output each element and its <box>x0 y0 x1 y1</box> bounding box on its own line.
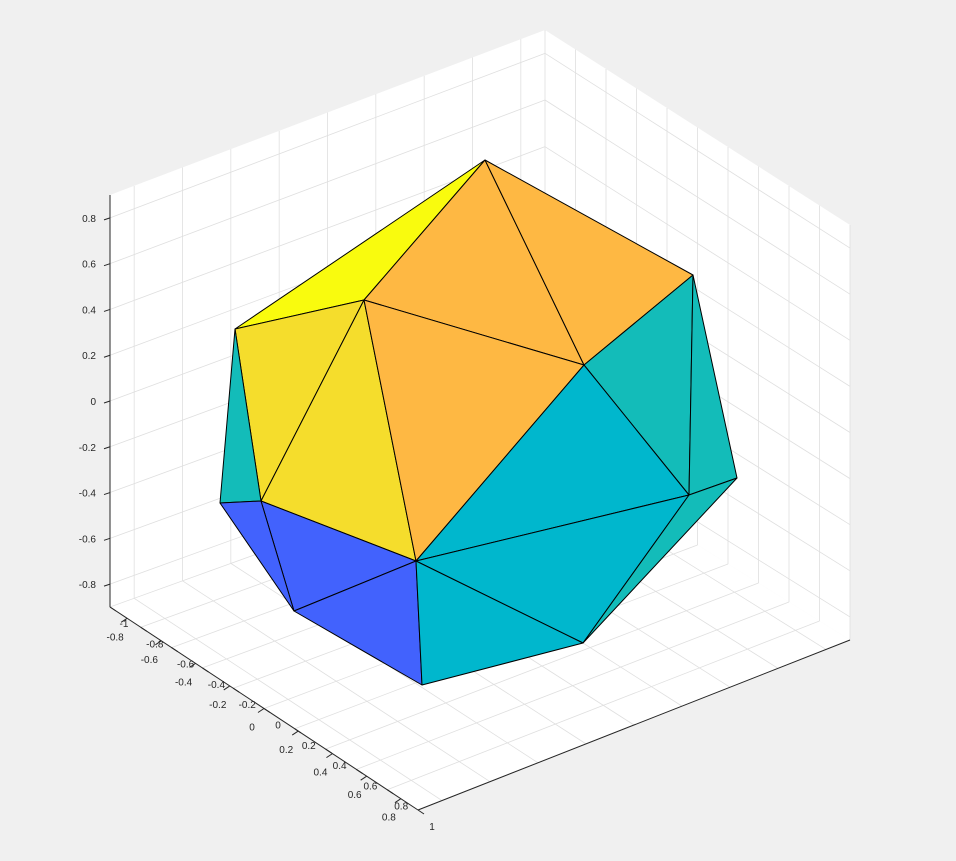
tick-mark-y <box>360 775 367 781</box>
tick-label-z: -0.2 <box>79 443 97 454</box>
tick-mark-z <box>103 583 111 587</box>
tick-mark-y <box>155 640 162 646</box>
icosahedron-surface[interactable] <box>219 159 738 686</box>
tick-label-x: 0.8 <box>394 802 408 813</box>
tick-mark-z <box>103 492 111 496</box>
tick-mark-y <box>291 730 299 736</box>
grid-line-z-right <box>544 99 851 295</box>
tick-label-y: 0.4 <box>313 768 327 779</box>
tick-label-y: -0.4 <box>175 677 193 688</box>
tick-label-x: 0.4 <box>333 761 347 772</box>
grid-line-z-right <box>544 146 851 341</box>
tick-mark-z <box>103 354 111 358</box>
tick-label-x: 0.6 <box>363 781 377 792</box>
surface-face-teal[interactable] <box>582 477 738 644</box>
tick-mark-y <box>257 708 265 713</box>
surface-face-cyan[interactable] <box>415 560 584 686</box>
x-axis-line <box>417 639 851 811</box>
tick-label-x: 0 <box>275 721 281 732</box>
grid-line-y-floor <box>133 597 443 801</box>
tick-label-x: -0.8 <box>146 639 164 650</box>
tick-label-y: -0.8 <box>106 632 124 643</box>
tick-label-x: -1 <box>120 619 129 630</box>
grid-line-z-left <box>109 99 546 265</box>
y-axis-line <box>109 606 419 811</box>
tick-label-z: 0.2 <box>82 351 96 362</box>
tick-mark-z <box>103 217 111 221</box>
tick-label-x: -0.6 <box>177 660 195 671</box>
tick-label-x: 1 <box>429 822 435 833</box>
tick-labels: -1-0.8-0.6-0.4-0.200.20.40.60.810.80.60.… <box>79 214 435 833</box>
tick-label-y: 0 <box>249 723 255 734</box>
tick-label-y: 0.6 <box>348 790 362 801</box>
tick-label-x: -0.4 <box>208 680 226 691</box>
tick-label-x: 0.2 <box>302 741 316 752</box>
tick-label-y: -0.6 <box>141 655 159 666</box>
tick-mark-z <box>103 308 111 312</box>
surface-face-blue[interactable] <box>219 500 295 612</box>
tick-label-y: 0.2 <box>279 745 293 756</box>
tick-label-y: -0.2 <box>209 700 227 711</box>
axis-lines <box>103 195 851 815</box>
tick-mark-z <box>103 400 111 404</box>
tick-mark-y <box>223 685 231 691</box>
tick-label-z: 0.8 <box>82 214 96 225</box>
tick-mark-z <box>103 537 111 541</box>
tick-label-z: 0.6 <box>82 260 96 271</box>
grid-line-z-right <box>544 52 851 249</box>
tick-mark-x <box>417 809 425 815</box>
tick-mark-z <box>103 263 111 267</box>
tick-mark-y <box>120 617 128 623</box>
tick-label-z: 0.4 <box>82 305 96 316</box>
tick-mark-y <box>189 662 196 668</box>
tick-label-z: -0.8 <box>79 580 97 591</box>
grid-line-z-left <box>109 52 546 219</box>
tick-label-x: -0.2 <box>239 700 257 711</box>
tick-mark-y <box>394 798 402 804</box>
tick-label-z: -0.4 <box>79 489 97 500</box>
grid-line-y-floor <box>182 580 491 783</box>
tick-mark-z <box>103 446 111 450</box>
tick-label-z: -0.6 <box>79 534 97 545</box>
tick-label-z: 0 <box>90 397 96 408</box>
tick-mark-y <box>326 753 333 759</box>
tick-label-y: 0.8 <box>382 813 396 824</box>
